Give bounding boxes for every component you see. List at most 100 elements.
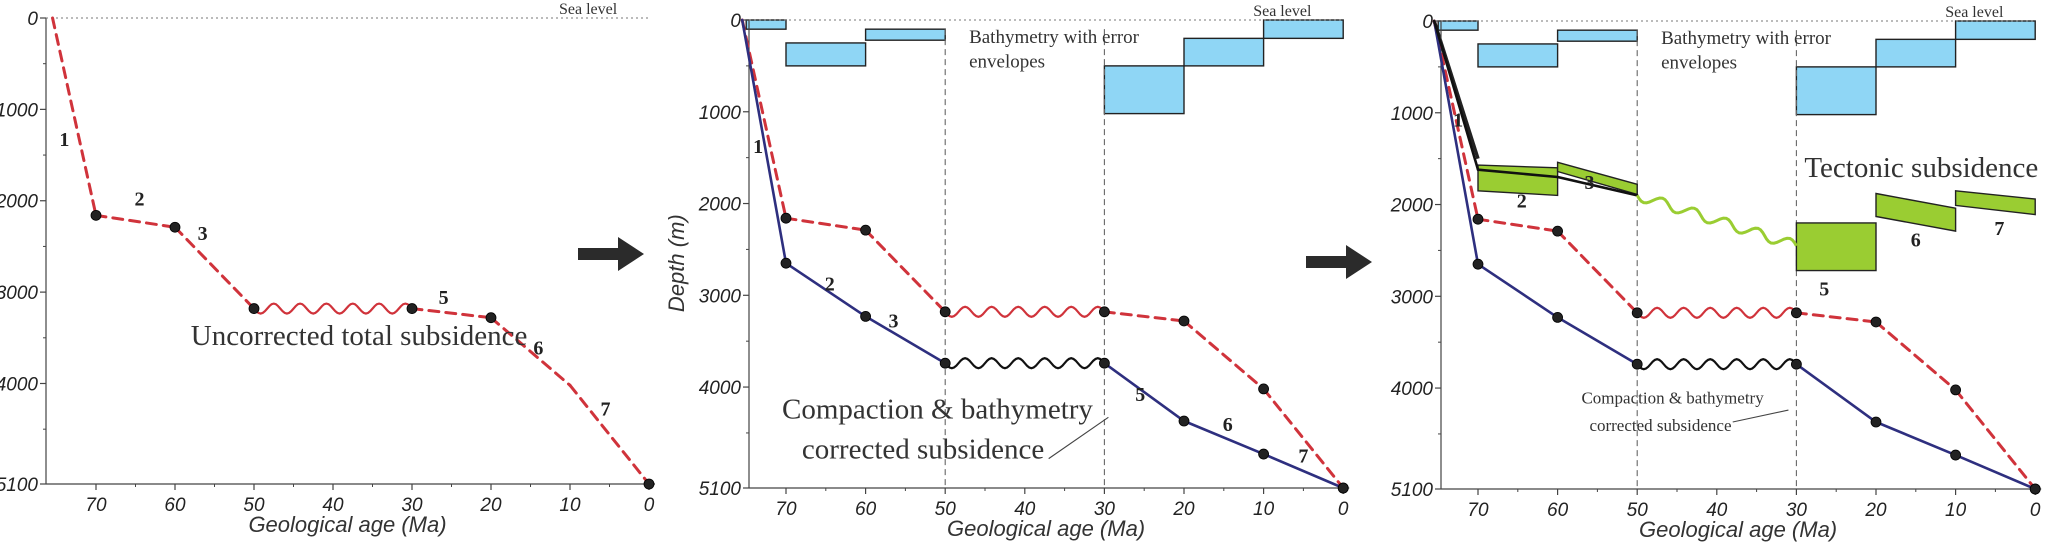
- series-segment-uncorrected: [1262, 387, 1345, 490]
- annotation-text: envelopes: [1661, 53, 1737, 74]
- y-tick-label: 0: [730, 11, 741, 32]
- bathymetry-box: [1183, 37, 1265, 67]
- data-point-uncorrected: [248, 303, 260, 314]
- series-segment-corrected: [1874, 420, 1957, 457]
- tectonic-block: [1556, 161, 1638, 196]
- x-tick-label: 20: [1172, 499, 1195, 520]
- x-tick-label: 70: [775, 499, 797, 520]
- segment-label: 1: [1453, 110, 1463, 132]
- annotation-text: Compaction & bathymetry: [782, 393, 1093, 425]
- y-tick-label: 1000: [699, 103, 742, 124]
- segment-label: 6: [533, 337, 543, 359]
- tectonic-block: [1875, 192, 1957, 232]
- annotation-text: Uncorrected total subsidence: [191, 320, 528, 352]
- right-arrow-icon: [578, 237, 644, 271]
- bathymetry-box: [1103, 65, 1185, 115]
- annotation-text: Compaction & bathymetry: [1581, 389, 1764, 408]
- segment-label: 7: [601, 398, 611, 420]
- x-tick-label: 10: [559, 495, 581, 516]
- data-point-corrected: [1870, 416, 1882, 428]
- annotation-leader-line: [1048, 416, 1109, 460]
- bathymetry-box: [1262, 19, 1344, 40]
- data-point-corrected: [1472, 258, 1484, 270]
- data-point-uncorrected: [939, 306, 951, 318]
- segment-label: 2: [134, 188, 144, 210]
- series-segment-uncorrected: [740, 18, 788, 220]
- annotation-text: Bathymetry with error: [969, 27, 1140, 48]
- data-point-corrected: [1337, 482, 1349, 494]
- segment-label: 2: [1517, 190, 1527, 212]
- series-segment-uncorrected: [1102, 310, 1186, 323]
- data-point-corrected: [1791, 358, 1802, 370]
- data-point-corrected: [1258, 448, 1269, 460]
- y-tick-label: 4000: [699, 378, 742, 399]
- series-segment-tectonic_curve: [1476, 168, 1559, 179]
- y-tick-label: 2000: [0, 192, 38, 213]
- y-tick-label: 1000: [1391, 104, 1434, 125]
- y-tick-label: 2000: [698, 195, 742, 216]
- x-tick-label: 60: [164, 495, 186, 516]
- bathymetry-box: [864, 28, 946, 41]
- data-point-uncorrected: [860, 224, 871, 236]
- series-wavy-segment: [944, 305, 1106, 318]
- data-point-uncorrected: [1099, 306, 1110, 318]
- data-point-uncorrected: [643, 478, 655, 490]
- annotation-text: corrected subsidence: [1589, 416, 1731, 435]
- series-segment-uncorrected: [1874, 320, 1958, 392]
- series-wavy-segment: [1636, 358, 1798, 371]
- series-segment-uncorrected: [1182, 319, 1266, 391]
- series-segment-uncorrected: [784, 216, 868, 232]
- series-segment-uncorrected: [1432, 19, 1480, 221]
- x-tick-label: 20: [1864, 500, 1887, 521]
- series-segment-corrected: [1954, 453, 2037, 491]
- data-point-corrected: [780, 257, 792, 269]
- x-tick-label: 0: [1338, 499, 1349, 520]
- series-segment-uncorrected: [489, 316, 572, 387]
- y-tick-label: 4000: [1391, 379, 1434, 400]
- bathymetry-box: [1795, 66, 1877, 116]
- bathymetry-box: [785, 42, 867, 67]
- tectonic-block: [1795, 222, 1877, 272]
- segment-label: 3: [198, 223, 208, 245]
- series-segment-corrected: [1795, 362, 1878, 424]
- series-segment-uncorrected: [1954, 388, 2037, 491]
- data-point-corrected: [1950, 449, 1961, 461]
- data-point-uncorrected: [1552, 225, 1563, 237]
- y-tick-label: 5100: [0, 475, 38, 496]
- segment-label: 3: [1584, 172, 1594, 194]
- data-point-corrected: [2029, 483, 2041, 495]
- segment-label: 5: [1819, 278, 1829, 300]
- series-segment-corrected: [1476, 262, 1559, 319]
- y-tick-label: 5100: [1391, 480, 1434, 501]
- sea-level-label: Sea level: [1945, 4, 2004, 21]
- data-point-uncorrected: [406, 303, 418, 314]
- y-tick-label: 2000: [1390, 196, 1434, 217]
- segment-label: 1: [753, 136, 763, 158]
- x-tick-label: 60: [855, 499, 877, 520]
- x-tick-label: 30: [401, 495, 423, 516]
- series-segment-uncorrected: [864, 228, 947, 314]
- x-tick-label: 30: [1786, 500, 1808, 521]
- segment-label: 1: [59, 129, 69, 151]
- series-segment-uncorrected: [1794, 311, 1878, 324]
- x-axis-title: Geological age (Ma): [248, 512, 446, 537]
- x-tick-label: 70: [85, 495, 107, 516]
- x-tick-label: 70: [1467, 500, 1489, 521]
- data-point-uncorrected: [1950, 384, 1961, 396]
- x-tick-label: 30: [1094, 499, 1116, 520]
- annotation-text: envelopes: [969, 52, 1045, 73]
- x-tick-label: 60: [1547, 500, 1569, 521]
- data-point-uncorrected: [780, 212, 792, 224]
- right-arrow-icon: [1306, 245, 1372, 279]
- y-tick-label: 3000: [1391, 287, 1434, 308]
- x-tick-label: 50: [935, 499, 957, 520]
- segment-label: 5: [439, 287, 449, 309]
- bathymetry-box: [1437, 20, 1479, 31]
- data-point-uncorrected: [1631, 307, 1643, 319]
- series-segment-uncorrected: [1476, 217, 1560, 233]
- series-wavy-segment: [1636, 306, 1798, 319]
- sea-level-label: Sea level: [559, 1, 618, 18]
- y-tick-label: 3000: [0, 283, 38, 304]
